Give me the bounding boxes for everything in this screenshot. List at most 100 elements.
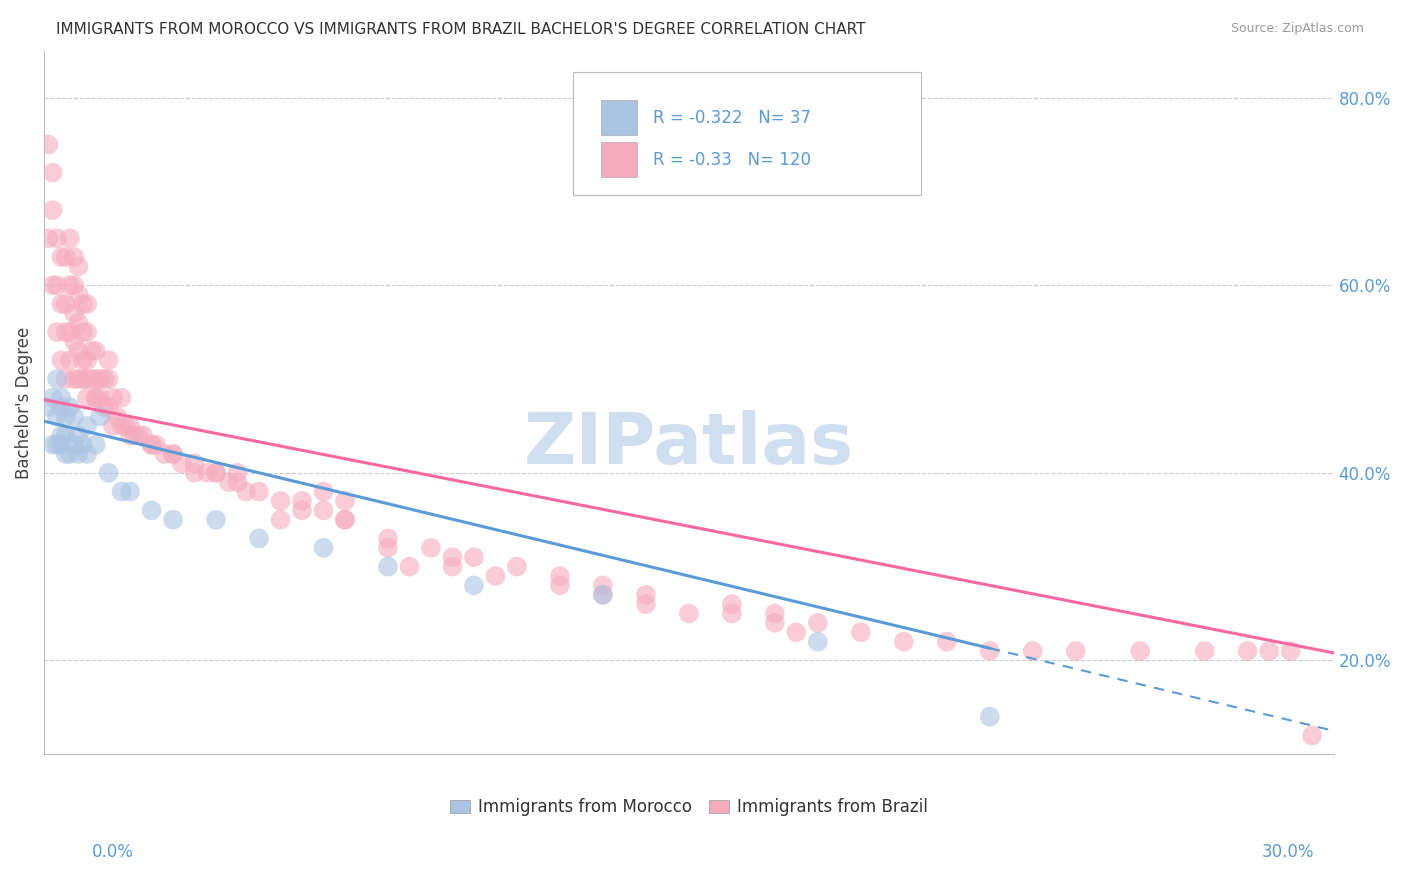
- Point: [59, 231, 82, 245]
- Point: [89, 372, 111, 386]
- Point: [114, 418, 136, 433]
- Point: [141, 503, 163, 517]
- Point: [67, 343, 90, 358]
- Point: [120, 428, 142, 442]
- Text: 30.0%: 30.0%: [1263, 843, 1315, 861]
- Bar: [602, 142, 637, 178]
- Point: [979, 709, 1001, 723]
- Y-axis label: Bachelor's Degree: Bachelor's Degree: [15, 326, 32, 479]
- Point: [763, 615, 786, 630]
- Point: [55, 250, 77, 264]
- Point: [41, 437, 63, 451]
- Point: [55, 325, 77, 339]
- Text: 0.0%: 0.0%: [91, 843, 134, 861]
- Point: [63, 250, 86, 264]
- Point: [76, 391, 98, 405]
- Point: [721, 607, 744, 621]
- Point: [84, 391, 107, 405]
- Point: [120, 484, 142, 499]
- Point: [110, 418, 132, 433]
- Point: [124, 428, 146, 442]
- Point: [398, 559, 420, 574]
- Point: [46, 278, 69, 293]
- Point: [377, 559, 399, 574]
- Text: R = -0.33   N= 120: R = -0.33 N= 120: [652, 151, 811, 169]
- Point: [548, 569, 571, 583]
- Point: [110, 391, 132, 405]
- FancyBboxPatch shape: [572, 71, 921, 195]
- Point: [72, 372, 94, 386]
- Point: [63, 437, 86, 451]
- Point: [63, 372, 86, 386]
- Point: [678, 607, 700, 621]
- Point: [97, 400, 120, 414]
- Point: [59, 278, 82, 293]
- Point: [59, 325, 82, 339]
- Point: [63, 278, 86, 293]
- Point: [46, 437, 69, 451]
- Point: [37, 137, 59, 152]
- Point: [84, 343, 107, 358]
- Point: [145, 437, 167, 451]
- Point: [59, 447, 82, 461]
- Point: [1279, 644, 1302, 658]
- Point: [67, 260, 90, 274]
- Point: [46, 231, 69, 245]
- Point: [41, 203, 63, 218]
- Text: IMMIGRANTS FROM MOROCCO VS IMMIGRANTS FROM BRAZIL BACHELOR'S DEGREE CORRELATION : IMMIGRANTS FROM MOROCCO VS IMMIGRANTS FR…: [56, 22, 866, 37]
- Point: [51, 391, 73, 405]
- Point: [46, 325, 69, 339]
- Point: [97, 353, 120, 368]
- Point: [67, 447, 90, 461]
- Point: [101, 391, 124, 405]
- Point: [84, 437, 107, 451]
- Point: [226, 466, 249, 480]
- Point: [37, 231, 59, 245]
- Point: [76, 372, 98, 386]
- Point: [76, 353, 98, 368]
- Text: Source: ZipAtlas.com: Source: ZipAtlas.com: [1230, 22, 1364, 36]
- Point: [97, 372, 120, 386]
- Point: [183, 457, 205, 471]
- Point: [1194, 644, 1216, 658]
- Point: [51, 353, 73, 368]
- Point: [51, 437, 73, 451]
- Bar: [602, 100, 637, 135]
- Text: R = -0.322   N= 37: R = -0.322 N= 37: [652, 109, 811, 127]
- Point: [420, 541, 443, 555]
- Point: [634, 588, 657, 602]
- Point: [162, 513, 184, 527]
- Point: [721, 597, 744, 611]
- Point: [63, 334, 86, 349]
- Point: [270, 513, 292, 527]
- Point: [101, 418, 124, 433]
- Point: [67, 287, 90, 301]
- Point: [41, 391, 63, 405]
- Point: [333, 513, 356, 527]
- Point: [226, 475, 249, 490]
- Point: [1236, 644, 1258, 658]
- Point: [105, 409, 128, 424]
- Point: [463, 578, 485, 592]
- Legend: Immigrants from Morocco, Immigrants from Brazil: Immigrants from Morocco, Immigrants from…: [450, 798, 928, 816]
- Point: [51, 428, 73, 442]
- Point: [441, 550, 464, 565]
- Point: [235, 484, 257, 499]
- Point: [67, 316, 90, 330]
- Point: [548, 578, 571, 592]
- Point: [55, 409, 77, 424]
- Point: [205, 513, 228, 527]
- Point: [1129, 644, 1152, 658]
- Point: [80, 372, 103, 386]
- Point: [63, 306, 86, 320]
- Point: [120, 418, 142, 433]
- Point: [441, 559, 464, 574]
- Point: [55, 372, 77, 386]
- Point: [141, 437, 163, 451]
- Point: [592, 578, 614, 592]
- Point: [170, 457, 193, 471]
- Point: [76, 447, 98, 461]
- Point: [72, 353, 94, 368]
- Point: [377, 532, 399, 546]
- Point: [291, 494, 314, 508]
